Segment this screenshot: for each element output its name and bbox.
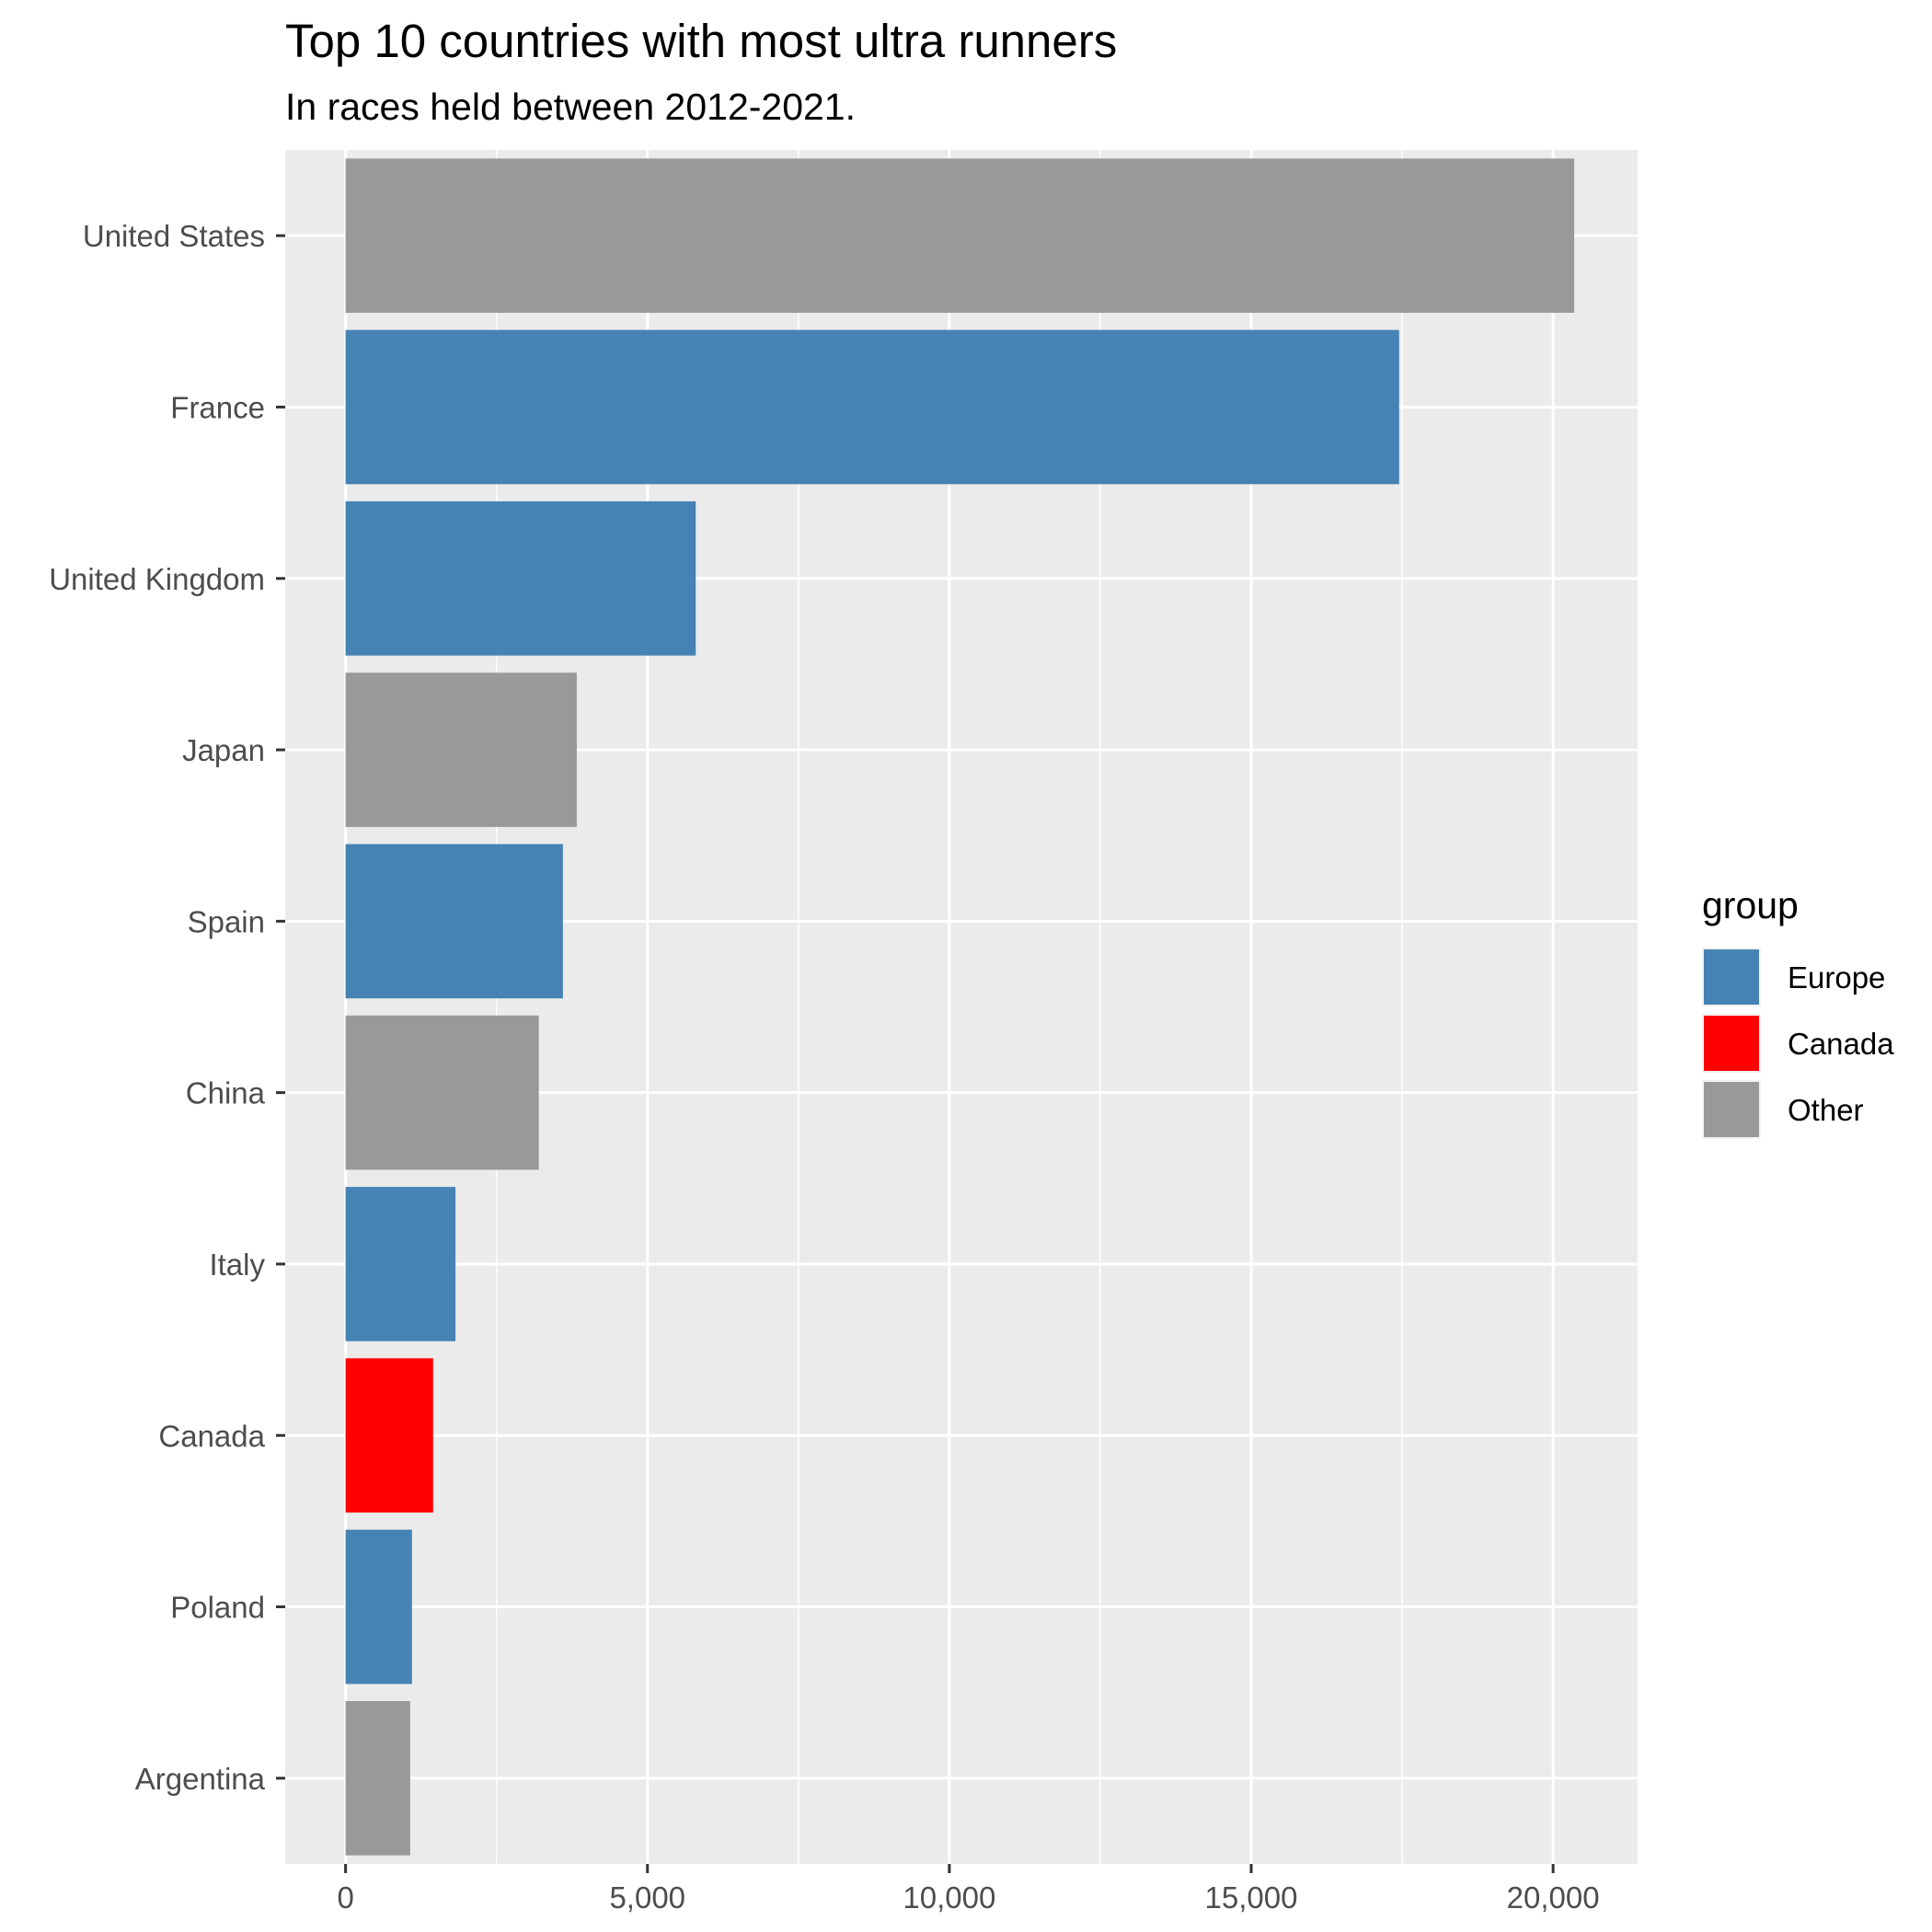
legend-label: Canada	[1788, 1027, 1894, 1061]
y-tick-label: Poland	[170, 1591, 265, 1625]
bar	[345, 1529, 412, 1685]
legend-key	[1704, 1082, 1759, 1137]
y-tick-label: France	[170, 390, 265, 424]
bar	[345, 1701, 410, 1856]
legend-key	[1704, 1016, 1759, 1071]
y-tick-label: Japan	[182, 733, 265, 767]
y-tick-label: Argentina	[135, 1762, 266, 1796]
bar	[345, 500, 696, 656]
x-tick-label: 20,000	[1507, 1880, 1600, 1915]
chart-subtitle: In races held between 2012-2021.	[285, 86, 856, 128]
legend-label: Europe	[1788, 960, 1885, 995]
bar	[345, 158, 1575, 313]
y-tick-label: Canada	[158, 1419, 265, 1453]
y-tick-label: United States	[83, 219, 265, 253]
x-tick-label: 15,000	[1205, 1880, 1298, 1915]
bar	[345, 329, 1399, 485]
bar	[345, 673, 577, 827]
legend-items: Europe Canada Other	[1702, 948, 1894, 1139]
y-tick-label: Spain	[188, 904, 265, 938]
y-tick-label: United Kingdom	[49, 562, 265, 596]
legend-title: group	[1702, 884, 1799, 926]
bar	[345, 1187, 456, 1341]
legend: group Europe Canada Other	[1702, 884, 1894, 1139]
y-axis: United States France United Kingdom Japan Sp…	[49, 219, 285, 1796]
bar	[345, 1015, 539, 1170]
y-tick-label: Italy	[209, 1248, 265, 1282]
chart-title: Top 10 countries with most ultra runners	[285, 15, 1117, 67]
x-tick-label: 10,000	[903, 1880, 995, 1915]
x-axis: 0 5,000 10,000 15,000 20,000	[337, 1864, 1600, 1915]
bars	[345, 158, 1575, 1856]
bar	[345, 1358, 433, 1513]
bar	[345, 844, 563, 999]
legend-label: Other	[1788, 1093, 1864, 1127]
x-tick-label: 0	[337, 1880, 353, 1915]
x-tick-label: 5,000	[609, 1880, 685, 1915]
y-tick-label: China	[186, 1076, 266, 1110]
legend-key	[1704, 949, 1759, 1005]
